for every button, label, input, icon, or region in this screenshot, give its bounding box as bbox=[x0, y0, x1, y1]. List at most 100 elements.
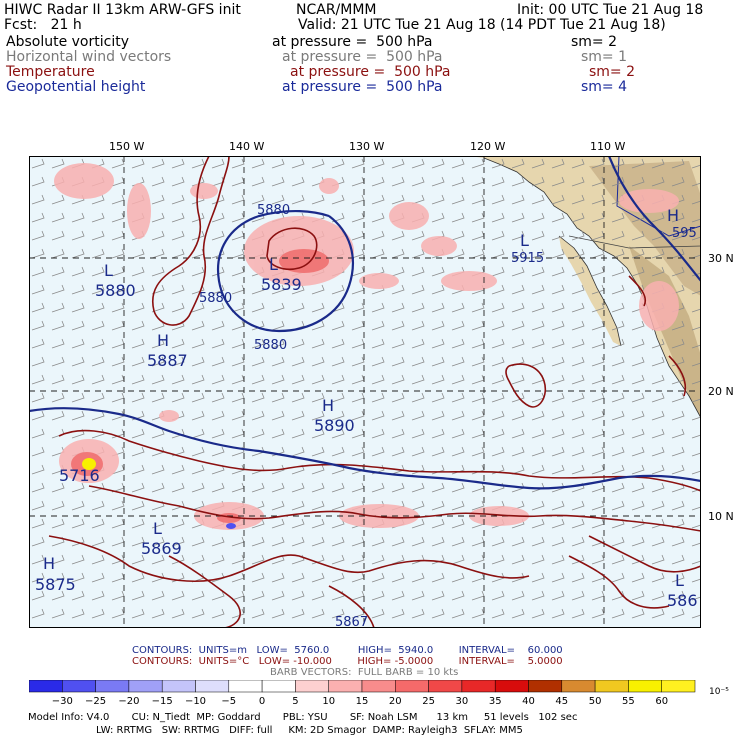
model-org: NCAR/MMM bbox=[296, 2, 377, 18]
lon-label-110w: 110 W bbox=[590, 140, 626, 153]
high-value-5875: 5875 bbox=[35, 575, 76, 594]
colorbar-cell bbox=[228, 680, 263, 693]
field-temperature-level: at pressure = 500 hPa bbox=[290, 64, 451, 80]
colorbar-cell bbox=[628, 680, 662, 693]
weather-map[interactable]: 5880 L 5839 L 5880 5880 5880 H 5887 H 58… bbox=[29, 156, 701, 628]
colorbar-cell bbox=[461, 680, 496, 693]
high-symbol-southwest: H bbox=[43, 554, 55, 573]
colorbar-ticks: −30 −25 −20 −15 −10 −5 0 5 10 15 20 25 30 35 40 45 50 55 6… bbox=[52, 696, 668, 707]
vorticity-max bbox=[82, 458, 96, 470]
colorbar-tick-label: 55 bbox=[622, 696, 635, 707]
contour-info-temperature: CONTOURS: UNITS=°C LOW= -10.000 HIGH= -5… bbox=[132, 656, 563, 667]
colorbar-tick-label: 15 bbox=[356, 696, 369, 707]
colorbar-cell bbox=[95, 680, 130, 693]
height-contours bbox=[29, 156, 701, 490]
height-label-5880-west: 5880 bbox=[199, 291, 232, 306]
colorbar-tick-label: 20 bbox=[389, 696, 402, 707]
colorbar-tick-label: 35 bbox=[489, 696, 502, 707]
colorbar-tick-label: 0 bbox=[259, 696, 265, 707]
high-value-5887: 5887 bbox=[147, 351, 188, 370]
colorbar-tick-label: 25 bbox=[422, 696, 435, 707]
colorbar-cells bbox=[29, 680, 696, 693]
colorbar-tick-label: −10 bbox=[185, 696, 206, 707]
low-value-5869: 5869 bbox=[141, 539, 182, 558]
lon-label-140w: 140 W bbox=[229, 140, 265, 153]
colorbar-tick-label: 10 bbox=[322, 696, 335, 707]
init-time: Init: 00 UTC Tue 21 Aug 18 bbox=[517, 2, 704, 18]
low-symbol-west: L bbox=[104, 261, 113, 280]
field-height-level: at pressure = 500 hPa bbox=[282, 79, 443, 95]
low-value-5839: 5839 bbox=[261, 275, 302, 294]
high-symbol-center: H bbox=[322, 396, 334, 415]
colorbar-cell bbox=[261, 680, 296, 693]
colorbar-cell bbox=[161, 680, 196, 693]
height-label-5880-south: 5880 bbox=[254, 338, 287, 353]
field-temperature-sm: sm= 2 bbox=[589, 64, 636, 80]
low-value-5915: 5915 bbox=[511, 251, 544, 266]
colorbar-cell bbox=[195, 680, 230, 693]
colorbar-cell bbox=[428, 680, 463, 693]
colorbar-tick-label: −15 bbox=[152, 696, 173, 707]
lon-label-150w: 150 W bbox=[109, 140, 145, 153]
forecast-hour: Fcst: 21 h bbox=[4, 17, 82, 33]
height-contour-5880-ring bbox=[216, 209, 354, 333]
low-symbol-southeast: L bbox=[675, 571, 684, 590]
colorbar-cell bbox=[561, 680, 596, 693]
low-value-5880-west: 5880 bbox=[95, 281, 136, 300]
colorbar-tick-label: −30 bbox=[52, 696, 73, 707]
field-height-sm: sm= 4 bbox=[581, 79, 628, 95]
model-info-line2: LW: RRTMG SW: RRTMG DIFF: full KM: 2D Sm… bbox=[96, 725, 523, 736]
colorbar-tick-label: −20 bbox=[118, 696, 139, 707]
field-temperature-name: Temperature bbox=[6, 64, 95, 80]
colorbar-tick-label: 45 bbox=[555, 696, 568, 707]
height-contour-5880-south bbox=[29, 407, 701, 490]
high-symbol-east: H bbox=[667, 206, 679, 225]
lon-label-120w: 120 W bbox=[470, 140, 506, 153]
colorbar-cell bbox=[295, 680, 329, 693]
lat-label-20n: 20 N bbox=[708, 385, 734, 398]
low-symbol-baja: L bbox=[520, 231, 529, 250]
barb-info: BARB VECTORS: FULL BARB = 10 kts bbox=[270, 667, 459, 678]
colorbar-cell bbox=[528, 680, 563, 693]
field-height-name: Geopotential height bbox=[6, 79, 146, 95]
field-vorticity-level: at pressure = 500 hPa bbox=[272, 34, 433, 50]
field-wind-level: at pressure = 500 hPa bbox=[282, 49, 443, 65]
model-title: HIWC Radar II 13km ARW-GFS init bbox=[4, 2, 241, 18]
contour-info-height: CONTOURS: UNITS=m LOW= 5760.0 HIGH= 5940… bbox=[132, 645, 563, 656]
colorbar-cell bbox=[62, 680, 96, 693]
lon-label-130w: 130 W bbox=[349, 140, 385, 153]
lat-label-10n: 10 N bbox=[708, 510, 734, 523]
model-info-line1: Model Info: V4.0 CU: N_Tiedt MP: Goddard… bbox=[28, 712, 578, 723]
temperature-contours bbox=[48, 156, 701, 628]
colorbar-cell bbox=[594, 680, 629, 693]
high-symbol-west: H bbox=[157, 331, 169, 350]
vorticity-colorbar: −30 −25 −20 −15 −10 −5 0 5 10 15 20 25 30 35 40 45 50 55 6… bbox=[29, 680, 729, 707]
height-label-5880-north: 5880 bbox=[257, 203, 290, 218]
colorbar-tick-label: −25 bbox=[85, 696, 106, 707]
colorbar-tick-label: 5 bbox=[292, 696, 298, 707]
field-wind-sm: sm= 1 bbox=[581, 49, 628, 65]
colorbar-cell bbox=[661, 680, 696, 693]
low-value-586: 586 bbox=[667, 591, 698, 610]
field-vorticity-sm: sm= 2 bbox=[571, 34, 618, 50]
colorbar-unit: 10⁻⁵ s⁻¹ bbox=[709, 687, 729, 697]
vorticity-negative bbox=[226, 523, 236, 529]
colorbar-cell bbox=[361, 680, 396, 693]
colorbar-cell bbox=[128, 680, 163, 693]
height-contour-5880-east bbox=[607, 156, 701, 282]
map-frame bbox=[29, 156, 701, 628]
colorbar-tick-label: 30 bbox=[456, 696, 469, 707]
colorbar-tick-label: 50 bbox=[589, 696, 602, 707]
colorbar-cell bbox=[29, 680, 63, 693]
colorbar-tick-label: 60 bbox=[655, 696, 668, 707]
valid-time: Valid: 21 UTC Tue 21 Aug 18 (14 PDT Tue … bbox=[298, 17, 666, 33]
lat-lon-grid bbox=[29, 156, 701, 628]
colorbar-cell bbox=[328, 680, 363, 693]
high-value-5890: 5890 bbox=[314, 416, 355, 435]
high-value-595: 595 bbox=[672, 226, 697, 241]
height-label-5867: 5867 bbox=[335, 615, 368, 628]
low-value-5716: 5716 bbox=[59, 466, 100, 485]
colorbar-cell bbox=[494, 680, 529, 693]
low-symbol-southwest: L bbox=[153, 519, 162, 538]
colorbar-cell bbox=[395, 680, 429, 693]
